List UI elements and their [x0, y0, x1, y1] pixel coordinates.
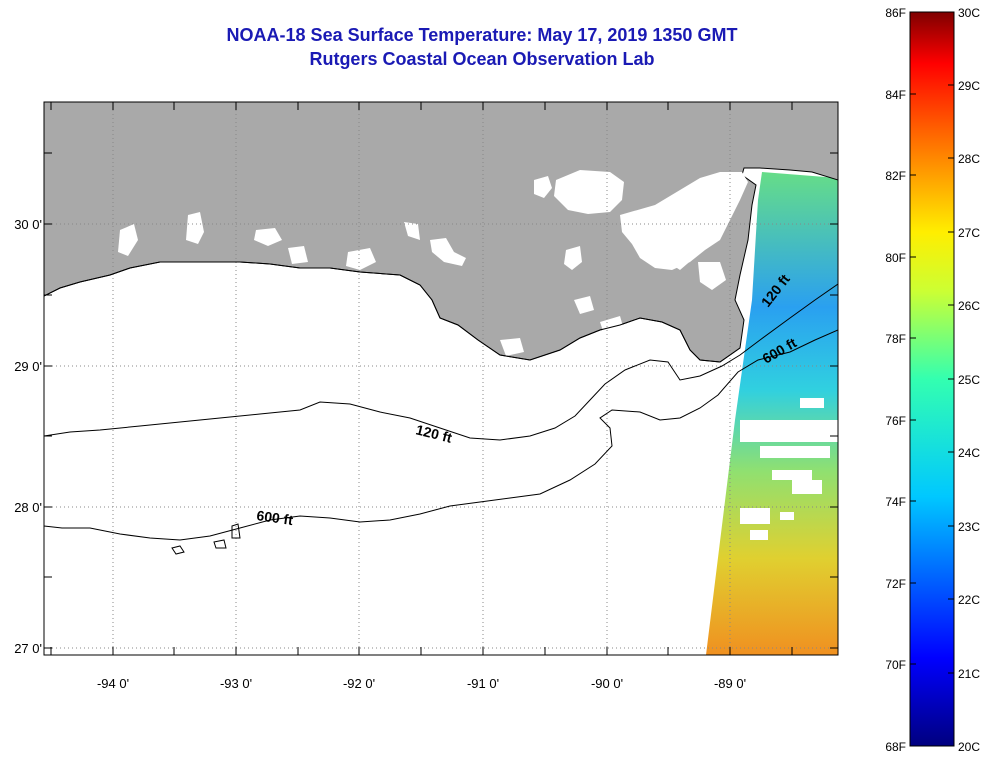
colorbar-label-f: 76F — [885, 414, 906, 428]
lakes — [118, 170, 748, 356]
colorbar-label-f: 68F — [885, 740, 906, 754]
lon-label: -93 0' — [220, 676, 252, 691]
lat-label: 29 0' — [14, 359, 42, 374]
colorbar-label-c: 20C — [958, 740, 980, 754]
lon-label: -91 0' — [467, 676, 499, 691]
colorbar-label-c: 27C — [958, 226, 980, 240]
colorbar: 86F 84F 82F 80F 78F 76F 74F 72F 70F 68F … — [885, 6, 980, 754]
lon-label: -94 0' — [97, 676, 129, 691]
colorbar-label-f: 70F — [885, 658, 906, 672]
lat-label: 27 0' — [14, 641, 42, 656]
contour-600ft — [44, 329, 838, 541]
cloud-gaps — [740, 398, 838, 540]
lon-label: -89 0' — [714, 676, 746, 691]
contour-120ft — [44, 283, 838, 441]
contour-label-600ft-near: 600 ft — [256, 507, 295, 528]
map-frame — [43, 101, 839, 656]
lon-label: -90 0' — [591, 676, 623, 691]
colorbar-label-c: 24C — [958, 446, 980, 460]
coastline — [44, 261, 741, 363]
lat-label: 30 0' — [14, 217, 42, 232]
colorbar-label-c: 28C — [958, 152, 980, 166]
depth-contours — [44, 283, 838, 555]
lon-label: -92 0' — [343, 676, 375, 691]
colorbar-label-f: 82F — [885, 169, 906, 183]
colorbar-gradient — [909, 11, 955, 747]
colorbar-label-f: 80F — [885, 251, 906, 265]
frame-ticks — [44, 102, 838, 655]
map-plot — [44, 102, 838, 655]
colorbar-label-f: 74F — [885, 495, 906, 509]
colorbar-label-f: 72F — [885, 577, 906, 591]
colorbar-label-c: 30C — [958, 6, 980, 20]
sst-swath — [706, 172, 838, 655]
colorbar-label-c: 21C — [958, 667, 980, 681]
colorbar-label-c: 25C — [958, 373, 980, 387]
lat-label: 28 0' — [14, 500, 42, 515]
map-title: NOAA-18 Sea Surface Temperature: May 17,… — [226, 25, 738, 45]
colorbar-label-f: 84F — [885, 88, 906, 102]
colorbar-label-c: 26C — [958, 299, 980, 313]
colorbar-label-c: 29C — [958, 79, 980, 93]
colorbar-label-f: 86F — [885, 6, 906, 20]
colorbar-label-c: 22C — [958, 593, 980, 607]
colorbar-label-f: 78F — [885, 332, 906, 346]
colorbar-ticks-c — [948, 84, 954, 674]
graticule — [44, 102, 838, 655]
colorbar-label-c: 23C — [958, 520, 980, 534]
map-subtitle: Rutgers Coastal Ocean Observation Lab — [309, 49, 655, 69]
colorbar-ticks-f — [910, 93, 916, 665]
